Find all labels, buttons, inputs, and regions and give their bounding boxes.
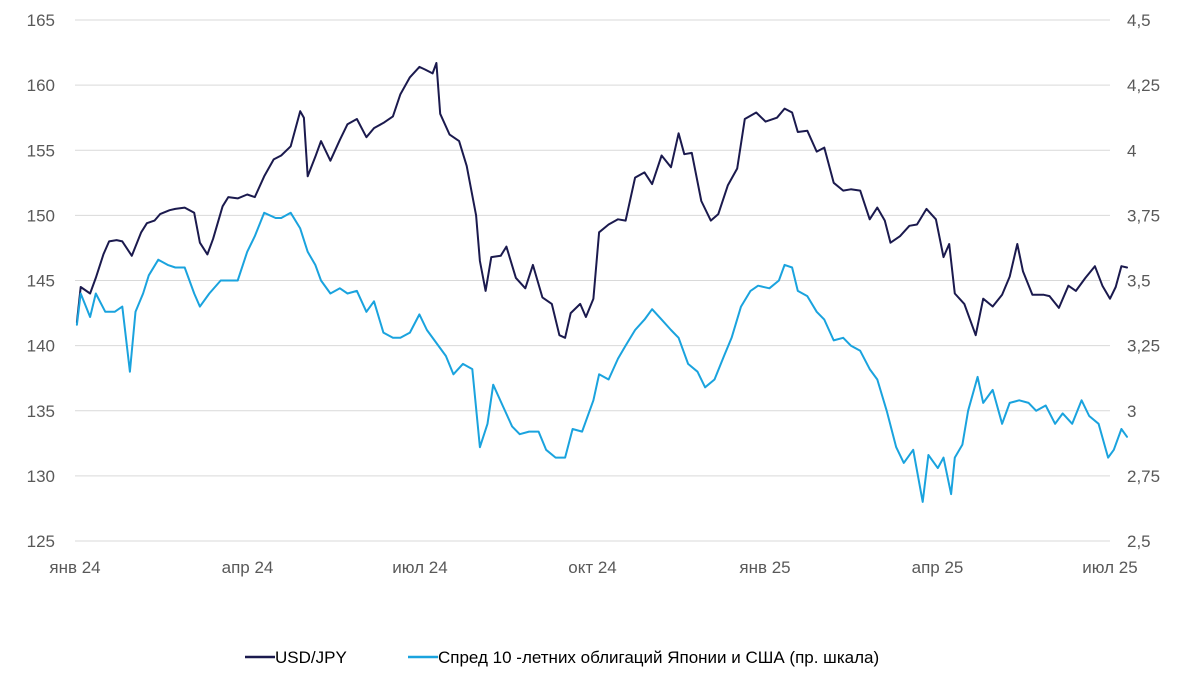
x-tick-label: июл 25 [1082,558,1137,577]
right-tick-label: 2,5 [1127,532,1151,551]
x-tick-label: апр 25 [912,558,964,577]
left-axis: 125 130 135 140 145 150 155 160 165 [27,11,55,551]
left-tick-label: 165 [27,11,55,30]
right-tick-label: 4,5 [1127,11,1151,30]
right-axis: 2,5 2,75 3 3,25 3,5 3,75 4 4,25 4,5 [1127,11,1160,551]
usdjpy-line [75,62,1128,339]
left-tick-label: 130 [27,467,55,486]
legend: USD/JPY Спред 10 -летних облигаций Япони… [245,648,879,667]
grid [75,19,1110,542]
legend-item-spread: Спред 10 -летних облигаций Японии и США … [408,648,879,667]
series-lines [75,62,1128,503]
x-tick-label: апр 24 [222,558,274,577]
right-tick-label: 3,25 [1127,337,1160,356]
right-tick-label: 3 [1127,402,1136,421]
x-tick-label: окт 24 [568,558,617,577]
right-tick-label: 4 [1127,141,1136,160]
right-tick-label: 3,5 [1127,272,1151,291]
right-tick-label: 2,75 [1127,467,1160,486]
left-tick-label: 135 [27,402,55,421]
left-tick-label: 125 [27,532,55,551]
spread-line [75,211,1128,503]
left-tick-label: 145 [27,272,55,291]
x-tick-label: янв 24 [49,558,100,577]
right-tick-label: 3,75 [1127,206,1160,225]
legend-label-spread: Спред 10 -летних облигаций Японии и США … [438,648,879,667]
x-tick-label: июл 24 [392,558,447,577]
left-tick-label: 160 [27,76,55,95]
legend-item-usdjpy: USD/JPY [245,648,347,667]
left-tick-label: 140 [27,337,55,356]
left-tick-label: 155 [27,141,55,160]
legend-label-usdjpy: USD/JPY [275,648,347,667]
x-tick-label: янв 25 [739,558,790,577]
left-tick-label: 150 [27,206,55,225]
right-tick-label: 4,25 [1127,76,1160,95]
x-axis: янв 24 апр 24 июл 24 окт 24 янв 25 апр 25 июл … [49,558,1137,577]
